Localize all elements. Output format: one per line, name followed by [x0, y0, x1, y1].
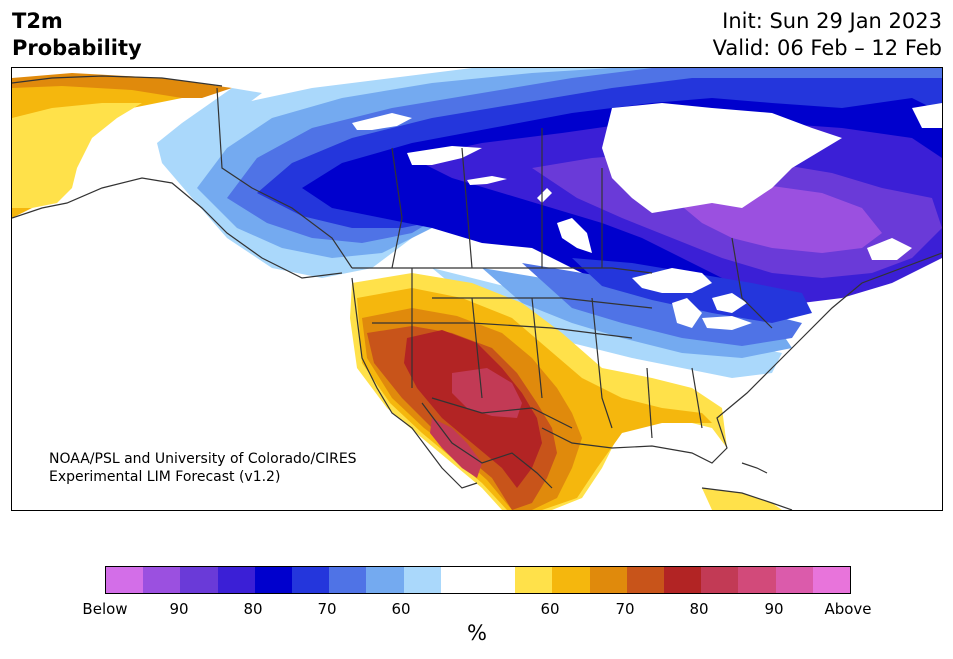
colorbar-segment: [440, 567, 479, 593]
us-mexico-warm-region: [350, 273, 782, 510]
lakes: [352, 103, 942, 330]
colorbar-segment: [515, 567, 553, 593]
colorbar-tick-cold-80: 80: [243, 600, 263, 618]
forecast-dates: Init: Sun 29 Jan 2023 Valid: 06 Feb – 12…: [713, 8, 942, 62]
colorbar-tick-below: Below: [82, 600, 128, 618]
colorbar-segment: [775, 567, 813, 593]
boundary-lines: [12, 75, 942, 510]
colorbar-segment: [292, 567, 330, 593]
colorbar-unit-label: %: [467, 621, 487, 645]
colorbar-segment: [552, 567, 590, 593]
colorbar-segment: [143, 567, 181, 593]
colorbar-tick-cold-70: 70: [317, 600, 337, 618]
colorbar-segment: [701, 567, 739, 593]
colorbar-segment: [589, 567, 627, 593]
colorbar-tick-warm-60: 60: [540, 600, 560, 618]
colorbar-segment: [403, 567, 441, 593]
map-svg: [12, 68, 942, 510]
init-date: Init: Sun 29 Jan 2023: [722, 9, 942, 33]
title-line-1: T2m: [12, 9, 63, 33]
colorbar-segment: [478, 567, 516, 593]
credit-text: NOAA/PSL and University of Colorado/CIRE…: [49, 450, 357, 486]
probability-map: [11, 67, 943, 511]
credit-line-1: NOAA/PSL and University of Colorado/CIRE…: [49, 451, 357, 467]
credit-line-2: Experimental LIM Forecast (v1.2): [49, 469, 281, 485]
colorbar-segment: [106, 567, 144, 593]
valid-range: Valid: 06 Feb – 12 Feb: [712, 36, 942, 60]
colorbar-segment: [329, 567, 367, 593]
colorbar-tick-warm-70: 70: [615, 600, 635, 618]
colorbar-segment: [180, 567, 218, 593]
colorbar-segment: [217, 567, 255, 593]
colorbar-tick-cold-60: 60: [391, 600, 411, 618]
colorbar-segment: [664, 567, 702, 593]
colorbar-segment: [738, 567, 776, 593]
colorbar: [105, 566, 851, 594]
colorbar-tick-above: Above: [824, 600, 872, 618]
title-line-2: Probability: [12, 36, 142, 60]
colorbar-segment: [812, 567, 851, 593]
colorbar-tick-warm-90: 90: [764, 600, 784, 618]
colorbar-tick-warm-80: 80: [689, 600, 709, 618]
colorbar-segment: [366, 567, 404, 593]
colorbar-segment: [254, 567, 293, 593]
colorbar-tick-cold-90: 90: [169, 600, 189, 618]
map-title: T2m Probability: [12, 8, 142, 62]
colorbar-segment: [626, 567, 665, 593]
